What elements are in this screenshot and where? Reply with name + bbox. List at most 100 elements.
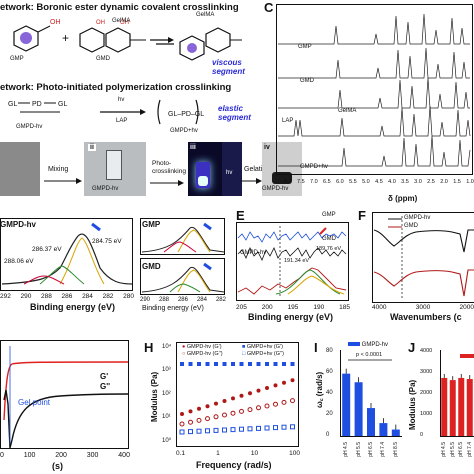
- nmr-ticks: 8.0 7.5 7.0 6.5 6.0 5.5 5.0 4.5 4.0 3.5 …: [284, 179, 474, 185]
- freq-point-gmpd-minus-g-double-prime: [230, 410, 236, 416]
- freq-xticks: 0.1 1 10 100: [176, 450, 300, 457]
- nmr-trace-label-gmp: GMP: [298, 44, 312, 50]
- freq-point-gmpd-plus-g-double-prime: [290, 424, 295, 430]
- freq-point-gmpd-minus-g-double-prime: [273, 401, 278, 407]
- freq-legend: ● GMPD-hv (G') ○ GMPD-hv (G''): [182, 344, 223, 357]
- g-prime-label: G': [100, 372, 109, 381]
- freq-legend-4: GMPD+hv (G''): [246, 351, 284, 357]
- xps-e-gmp-label: GMP: [322, 212, 336, 218]
- freq-point-gmpd-minus-g-prime: [248, 391, 252, 396]
- xps-e-peak2: 189.76 eV: [316, 246, 342, 252]
- time-tick: 0: [0, 452, 4, 459]
- freq-point-gmpd-minus-g-double-prime: [256, 405, 261, 411]
- freq-xtick: 100: [289, 450, 300, 457]
- step-iv-label: iv: [264, 144, 270, 151]
- freq-point-gmpd-plus-g-prime: [273, 362, 278, 366]
- boronic-ester-scheme: OH + OH OH: [13, 19, 242, 61]
- nmr-trace-label-lap: LAP: [282, 118, 294, 124]
- bar-j-ytick: 0: [420, 432, 424, 438]
- freq-point-gmpd-minus-g-double-prime: [213, 414, 219, 420]
- xps-tick: 288: [158, 297, 169, 303]
- xps-tick: 190: [313, 304, 325, 311]
- freq-ytick: 10¹: [162, 413, 171, 420]
- svg-text:GL–PD–GL: GL–PD–GL: [168, 111, 204, 118]
- ftir-xlabel: Wavenumbers (c: [390, 312, 462, 322]
- gelma-label-1: GelMA: [112, 18, 131, 24]
- elastic-segment-label: elastic segment: [218, 104, 251, 122]
- nmr-trace: [278, 135, 471, 167]
- freq-point-gmpd-plus-g-prime: [205, 362, 210, 366]
- freq-point-gmpd-plus-g-double-prime: [281, 424, 287, 430]
- ftir-tick: 2000: [459, 304, 474, 311]
- gmpd-hv-photo-label: GMPD-hv: [92, 186, 119, 192]
- ftir-plot: [372, 212, 474, 303]
- bar-j-ytick: 3000: [420, 369, 433, 375]
- freq-ylabel: Modulus (Pa): [150, 371, 159, 422]
- time-xlabel: (s): [52, 461, 63, 471]
- bar-j-ytick: 4000: [420, 348, 433, 354]
- nmr-trace: [278, 47, 470, 79]
- photo-crosslinking-label: Photo- crosslinking: [152, 160, 186, 175]
- xps-gmd-ticks: 290 288 286 284 282: [140, 297, 226, 303]
- nmr-trace-label-gmpd: GMPD+hv: [300, 164, 328, 170]
- xps-tick: 286: [61, 293, 73, 300]
- nmr-tick: 5.5: [349, 179, 357, 185]
- freq-ytick: 10³: [162, 367, 171, 374]
- freq-point-gmpd-minus-g-double-prime: [290, 398, 295, 404]
- bar-i-4: [391, 429, 400, 436]
- bar-i-yticks: 80 60 40 20 0: [326, 348, 333, 438]
- freq-point-gmpd-plus-g-double-prime: [213, 427, 219, 433]
- bar-i-ytick: 40: [326, 390, 333, 396]
- freq-point-gmpd-minus-g-prime: [290, 378, 295, 383]
- freq-point-gmpd-minus-g-prime: [205, 404, 210, 409]
- vial-photo-1: [0, 142, 40, 196]
- nmr-trace: [278, 105, 471, 137]
- nmr-tick: 2.5: [427, 179, 435, 185]
- bar-i-3: [379, 423, 388, 436]
- freq-sweep-plot: [176, 342, 299, 447]
- freq-point-gmpd-plus-g-double-prime: [256, 425, 261, 431]
- nmr-tick: 2.0: [440, 179, 448, 185]
- freq-point-gmpd-minus-g-double-prime: [264, 403, 270, 409]
- nmr-tick: 4.0: [388, 179, 396, 185]
- freq-point-gmpd-minus-g-prime: [214, 401, 218, 406]
- bar-j-1: [449, 380, 456, 436]
- g-double-prime-label: G'': [100, 382, 111, 391]
- freq-point-gmpd-plus-g-prime: [188, 362, 193, 366]
- nmr-tick: 8.0: [284, 179, 292, 185]
- photo-polymerization-scheme: GL PD GL GL–PD–GL: [8, 99, 204, 125]
- xps-gmd-xlabel: Binding energy (eV): [142, 305, 204, 312]
- bar-i-ytick: 0: [326, 432, 330, 438]
- bar-i-legend: GMPD-hv: [348, 342, 388, 348]
- freq-point-gmpd-plus-g-prime: [265, 362, 269, 366]
- step-iii-label: iii: [190, 144, 196, 151]
- nmr-tick: 3.0: [414, 179, 422, 185]
- bar-i-ylabel: ω꜀ (rad/s): [315, 371, 324, 408]
- ftir-tick: 4000: [372, 304, 387, 311]
- freq-point-gmpd-plus-g-double-prime: [205, 428, 210, 434]
- bar-i-xtick: pH 8.5: [392, 442, 399, 457]
- xps-tick: 185: [339, 304, 350, 311]
- bar-j-xtick: pH 5.5: [449, 442, 456, 457]
- panel-h-label: H: [144, 340, 154, 355]
- freq-point-gmpd-minus-g-double-prime: [222, 412, 227, 418]
- freq-point-gmpd-plus-g-prime: [197, 362, 201, 366]
- freq-legend-right: ■ GMPD+hv (G') □ GMPD+hv (G''): [242, 344, 284, 357]
- freq-ytick: 10²: [162, 390, 171, 397]
- network1-title: etwork: Boronic ester dynamic covalent c…: [0, 2, 239, 13]
- xps-peak-2: 286.37 eV: [32, 246, 62, 253]
- panel-j-label: J: [408, 340, 416, 355]
- svg-text:OH: OH: [120, 20, 129, 26]
- gmpd-plus-hv-label: GMPD+hv: [170, 128, 198, 134]
- network2-title: etwork: Photo-initiated polymerization c…: [0, 82, 232, 93]
- nmr-spectra-plot: [276, 4, 473, 175]
- nmr-xlabel: δ (ppm): [388, 194, 418, 203]
- freq-ytick: 10⁰: [162, 438, 172, 444]
- bar-i-xtick: pH 7.4: [380, 442, 387, 457]
- freq-point-gmpd-minus-g-prime: [265, 386, 269, 390]
- freq-point-gmpd-minus-g-double-prime: [196, 417, 202, 423]
- xps-tick: 290: [20, 293, 32, 300]
- bar-i-xtick: pH 5.5: [355, 442, 362, 457]
- freq-point-gmpd-minus-g-prime: [222, 399, 227, 403]
- xps-c1s-plot: [0, 218, 133, 291]
